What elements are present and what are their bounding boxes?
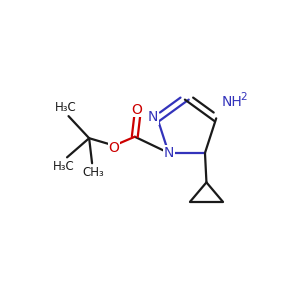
Text: H₃C: H₃C [55,101,77,114]
Text: H₃C: H₃C [53,160,75,173]
Text: N: N [164,146,174,160]
Text: NH: NH [222,95,243,109]
Text: O: O [131,103,142,117]
Text: CH₃: CH₃ [83,167,104,179]
Text: O: O [109,141,120,154]
Text: N: N [148,110,158,124]
Text: 2: 2 [240,92,247,102]
